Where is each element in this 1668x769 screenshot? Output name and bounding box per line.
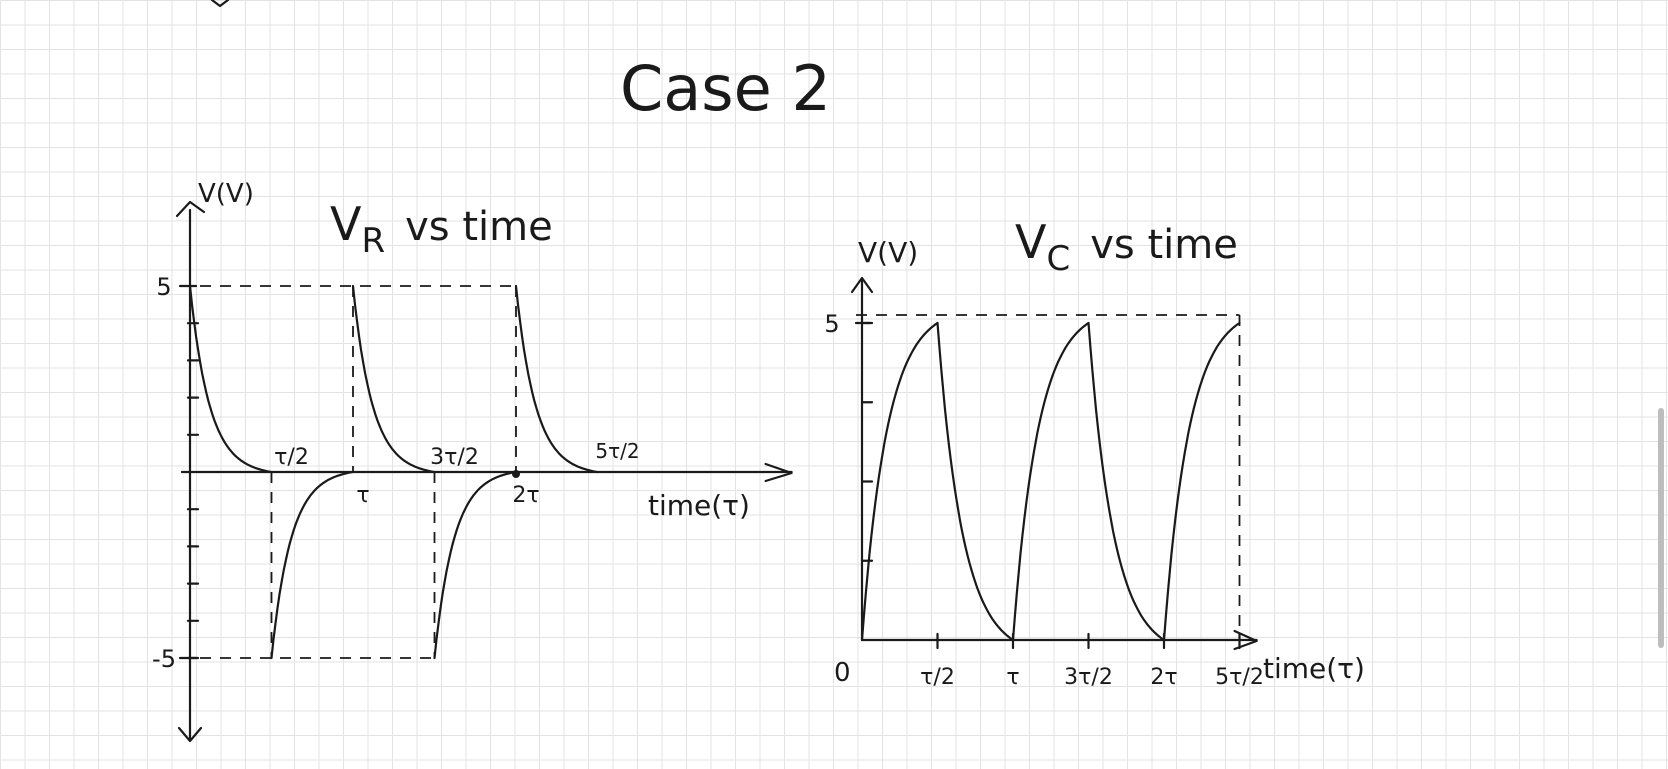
stray-pen-mark xyxy=(210,0,230,8)
vc-curve-segment xyxy=(860,321,939,642)
vr-chart-title-rest: vs time xyxy=(405,204,553,250)
vr-x-ticks: τ/2 τ 3τ/2 2τ 5τ/2 xyxy=(274,439,639,508)
vr-y-axis-arrow-down xyxy=(177,726,203,743)
vr-dashed-guides xyxy=(180,285,517,659)
vr-curve-segment xyxy=(270,470,355,660)
vr-y-tick-label: 5 xyxy=(156,273,171,301)
vc-x-axis-label: time(τ) xyxy=(1263,652,1365,685)
page-title: Case 2 xyxy=(620,52,831,125)
vc-chart-title: VC vs time xyxy=(1015,215,1238,279)
vr-x-tick-label: τ xyxy=(356,483,369,508)
vertical-scrollbar[interactable] xyxy=(1658,408,1664,648)
vr-x-tick-label: 5τ/2 xyxy=(595,439,639,463)
vc-x-ticks: τ/2 τ 3τ/2 2τ 5τ/2 xyxy=(920,632,1264,690)
vc-chart-title-sub: C xyxy=(1046,239,1070,279)
vr-y-axis-arrow-up xyxy=(175,200,206,218)
vc-x-tick-label: 3τ/2 xyxy=(1064,665,1113,690)
vr-chart: VR vs time V(V) time(τ) 5 -5 τ/2 τ 3τ/2 2τ 5τ/… xyxy=(152,179,793,743)
vr-node-dot xyxy=(512,470,520,478)
vc-series xyxy=(860,321,1241,642)
vr-y-axis-label: V(V) xyxy=(198,179,254,209)
vr-chart-title: VR vs time xyxy=(330,197,553,261)
vr-y-tick-label: -5 xyxy=(152,645,176,673)
vc-curve-segment xyxy=(936,321,1015,642)
vc-dashed-guides xyxy=(856,314,1241,640)
vc-x-tick-label: 2τ xyxy=(1150,665,1177,690)
vr-axes xyxy=(175,200,793,743)
vc-chart-title-main: V xyxy=(1015,215,1047,269)
vr-curve-segment xyxy=(188,284,273,474)
vc-chart-title-rest: vs time xyxy=(1090,222,1238,268)
vr-x-tick-label: 2τ xyxy=(512,483,539,508)
vr-x-tick-label: τ/2 xyxy=(274,445,309,470)
vr-curve-segment xyxy=(351,284,436,474)
vc-curve-segment xyxy=(1011,321,1090,642)
vr-x-tick-label: 3τ/2 xyxy=(430,445,479,470)
vr-chart-title-main: V xyxy=(330,197,362,251)
vc-y-axis-label: V(V) xyxy=(858,236,918,269)
vc-origin-label: 0 xyxy=(834,658,851,688)
vc-curve-segment xyxy=(1162,321,1241,642)
vc-x-tick-label: 5τ/2 xyxy=(1215,665,1264,690)
vr-y-ticks: 5 -5 xyxy=(152,273,200,673)
vc-y-axis-arrow xyxy=(850,276,874,294)
vr-chart-title-sub: R xyxy=(361,221,385,261)
vr-x-axis-arrow xyxy=(764,462,793,483)
vc-x-tick-label: τ xyxy=(1006,665,1019,690)
vr-curve-segment xyxy=(433,470,518,660)
vr-x-axis-label: time(τ) xyxy=(648,489,750,522)
vr-series xyxy=(188,284,599,660)
vc-y-tick-label: 5 xyxy=(824,310,839,338)
vc-curve-segment xyxy=(1087,321,1166,642)
vc-x-tick-label: τ/2 xyxy=(920,665,955,690)
vr-curve-segment xyxy=(514,284,599,474)
vc-chart: VC vs time V(V) time(τ) 0 5 τ/2 τ 3τ/2 2τ 5τ/… xyxy=(824,215,1365,690)
vc-x-axis-arrow xyxy=(1233,629,1258,651)
vc-y-ticks: 5 xyxy=(824,310,874,562)
vc-axes xyxy=(850,276,1258,651)
